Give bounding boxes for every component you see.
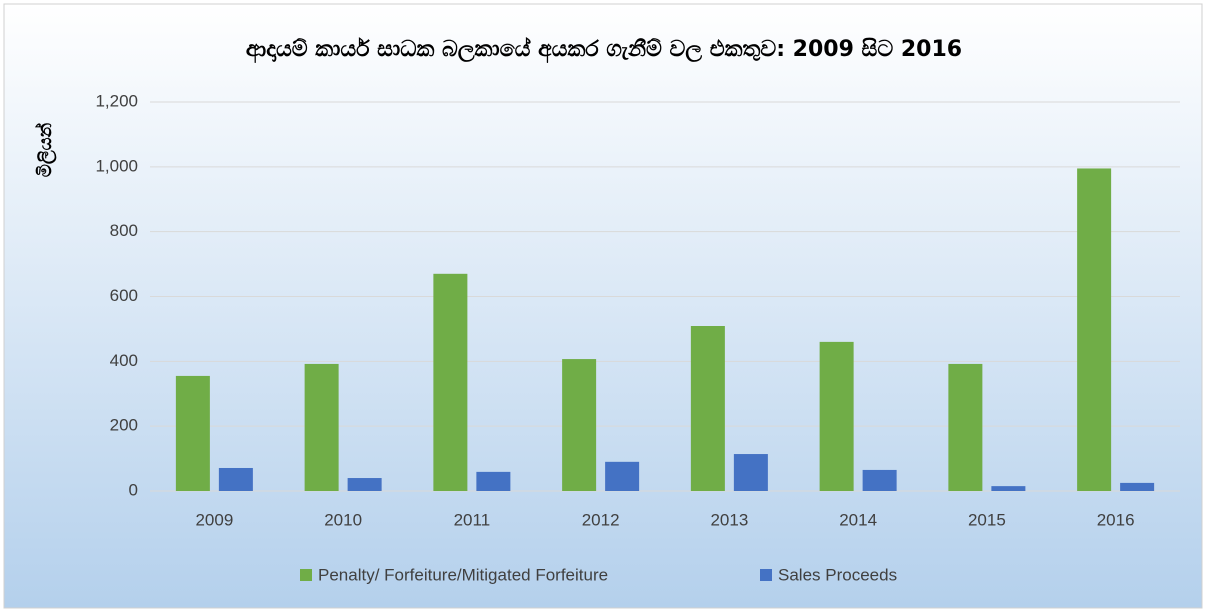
bar bbox=[991, 486, 1026, 491]
legend-swatch bbox=[760, 569, 772, 581]
y-axis-label: මිලියන් bbox=[34, 122, 57, 177]
bar bbox=[733, 454, 768, 491]
bar bbox=[304, 363, 339, 491]
x-tick-label: 2011 bbox=[454, 510, 491, 529]
y-tick-label: 200 bbox=[110, 416, 138, 435]
bar bbox=[562, 359, 597, 491]
legend-label: Penalty/ Forfeiture/Mitigated Forfeiture bbox=[318, 565, 608, 584]
x-tick-label: 2015 bbox=[968, 510, 1006, 529]
x-tick-label: 2013 bbox=[710, 510, 748, 529]
chart-title: ආදායම් කාර්ය සාධක බලකායේ අයකර ගැනීම් වල … bbox=[246, 36, 962, 63]
bar bbox=[347, 478, 382, 491]
bar bbox=[175, 375, 210, 491]
bar bbox=[948, 363, 983, 491]
y-tick-label: 0 bbox=[129, 480, 138, 499]
x-tick-label: 2010 bbox=[324, 510, 362, 529]
y-tick-label: 1,200 bbox=[95, 91, 138, 110]
y-tick-label: 800 bbox=[110, 221, 138, 240]
bar bbox=[819, 341, 854, 491]
bar bbox=[1120, 482, 1155, 491]
bar bbox=[1077, 168, 1112, 491]
bar bbox=[218, 467, 253, 491]
x-tick-label: 2016 bbox=[1097, 510, 1135, 529]
legend-swatch bbox=[300, 569, 312, 581]
chart-background bbox=[3, 3, 1203, 609]
y-tick-label: 1,000 bbox=[95, 156, 138, 175]
bar bbox=[433, 273, 468, 491]
x-tick-label: 2012 bbox=[582, 510, 620, 529]
bar bbox=[605, 461, 640, 491]
x-tick-label: 2014 bbox=[839, 510, 877, 529]
y-tick-label: 400 bbox=[110, 351, 138, 370]
y-tick-label: 600 bbox=[110, 286, 138, 305]
legend-label: Sales Proceeds bbox=[778, 565, 897, 584]
bar bbox=[862, 469, 897, 491]
bar bbox=[690, 325, 725, 491]
bar bbox=[476, 471, 511, 491]
x-tick-label: 2009 bbox=[195, 510, 233, 529]
